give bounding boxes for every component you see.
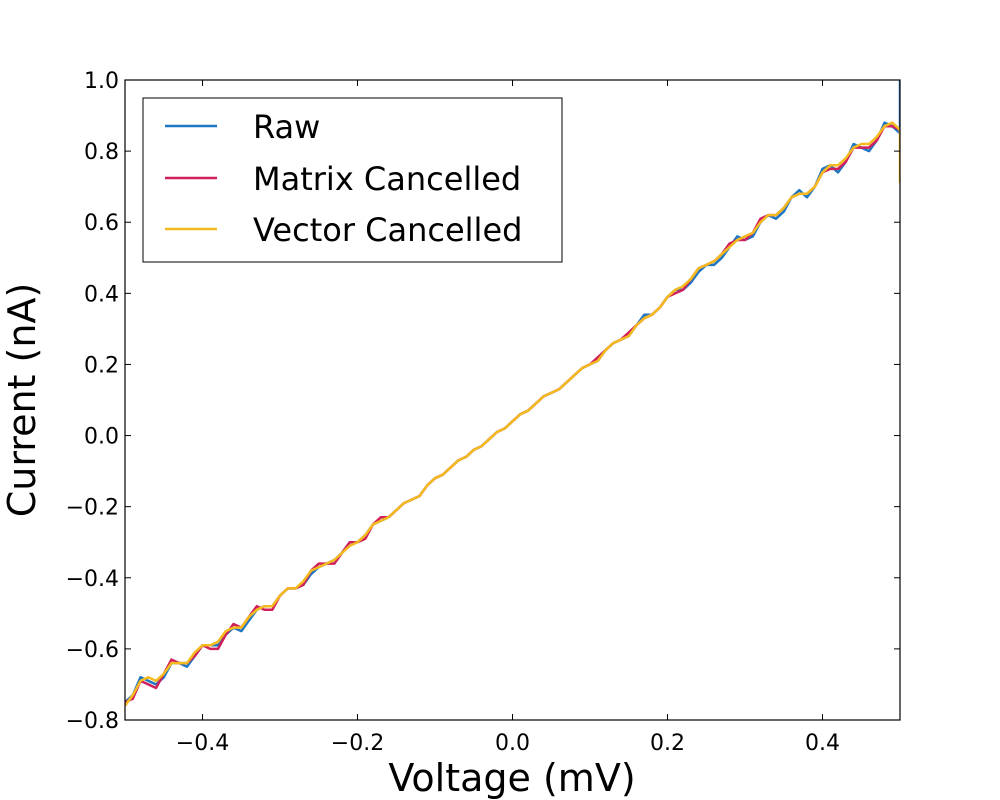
series-layer	[125, 80, 900, 707]
tick-layer: −0.4 −0.2 0.0 0.2 0.4 −0.8 −0.6 −0.4 −0.2 0.0 0.2 0…	[66, 69, 900, 756]
x-tick-label: 0.2	[650, 731, 685, 756]
y-tick-label: −0.2	[66, 496, 119, 521]
x-tick-label: 0.4	[805, 731, 840, 756]
legend-label-vector-cancelled: Vector Cancelled	[253, 211, 522, 249]
y-tick-label: −0.6	[66, 638, 119, 663]
x-tick-label: 0.0	[495, 731, 530, 756]
legend-label-raw: Raw	[253, 108, 320, 146]
series-line-vector-cancelled	[125, 121, 900, 707]
y-tick-label: −0.4	[66, 567, 119, 592]
x-tick-label: −0.2	[331, 731, 384, 756]
y-tick-label: −0.8	[66, 709, 119, 734]
y-tick-label: 0.0	[84, 425, 119, 450]
x-axis-title: Voltage (mV)	[388, 756, 635, 800]
legend: Raw Matrix Cancelled Vector Cancelled	[142, 97, 563, 263]
y-tick-label: 0.6	[84, 211, 119, 236]
y-tick-label: 1.0	[84, 69, 119, 94]
legend-label-matrix-cancelled: Matrix Cancelled	[253, 160, 521, 198]
y-tick-label: 0.4	[84, 282, 119, 307]
y-tick-label: 0.8	[84, 140, 119, 165]
y-axis-title: Current (nA)	[0, 283, 44, 518]
y-tick-label: 0.2	[84, 353, 119, 378]
plot-frame	[124, 79, 901, 721]
x-tick-label: −0.4	[176, 731, 229, 756]
